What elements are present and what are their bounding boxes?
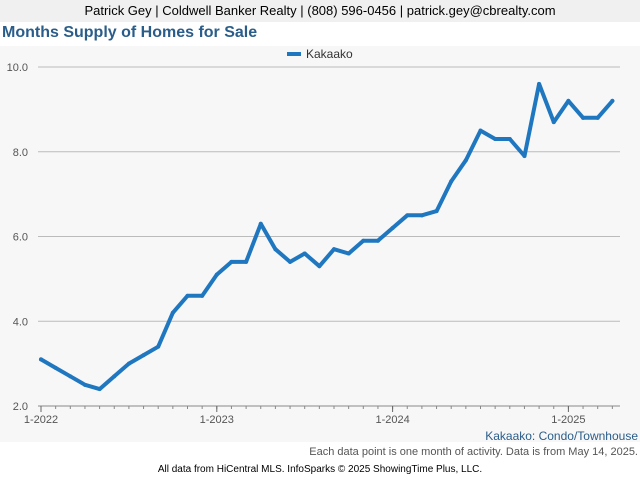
- chart-title: Months Supply of Homes for Sale: [2, 24, 258, 41]
- data-point: [551, 120, 556, 125]
- legend-label: Kakaako: [306, 47, 353, 61]
- data-point: [244, 259, 249, 264]
- data-point: [581, 115, 586, 120]
- data-point: [419, 213, 424, 218]
- source-credit: All data from HiCentral MLS. InfoSparks …: [157, 464, 483, 475]
- data-point: [273, 247, 278, 252]
- x-tick-label: 1-2025: [551, 414, 585, 426]
- x-axis: 1-2022 1-2023 1-2024 1-2025: [24, 405, 620, 426]
- data-point: [346, 251, 351, 256]
- y-tick-label: 4.0: [13, 316, 28, 328]
- data-point: [493, 137, 498, 142]
- data-point: [170, 310, 175, 315]
- data-point: [537, 81, 542, 86]
- contact-info: Patrick Gey | Coldwell Banker Realty | (…: [84, 3, 556, 18]
- x-tick-label: 1-2023: [200, 414, 234, 426]
- data-point: [478, 128, 483, 133]
- data-point: [375, 238, 380, 243]
- data-point: [507, 137, 512, 142]
- data-point: [82, 382, 87, 387]
- data-point: [405, 213, 410, 218]
- series-caption: Kakaako: Condo/Townhouse: [485, 429, 638, 443]
- data-point: [200, 293, 205, 298]
- data-point: [141, 353, 146, 358]
- data-point: [463, 158, 468, 163]
- data-point: [610, 98, 615, 103]
- data-point: [302, 251, 307, 256]
- data-point: [361, 238, 366, 243]
- data-point: [97, 387, 102, 392]
- y-tick-label: 2.0: [13, 401, 28, 413]
- series-layer: [39, 81, 615, 392]
- data-point: [258, 221, 263, 226]
- data-point: [126, 361, 131, 366]
- data-point: [595, 115, 600, 120]
- data-point: [185, 293, 190, 298]
- x-tick-label: 1-2022: [24, 414, 58, 426]
- y-axis: 2.0 4.0 6.0 8.0 10.0: [7, 62, 28, 413]
- data-note: Each data point is one month of activity…: [309, 446, 638, 458]
- data-point: [68, 374, 73, 379]
- data-point: [229, 259, 234, 264]
- y-tick-label: 6.0: [13, 232, 28, 244]
- data-point: [288, 259, 293, 264]
- y-tick-label: 10.0: [7, 62, 28, 74]
- data-point: [39, 357, 43, 362]
- data-point: [566, 98, 571, 103]
- y-tick-label: 8.0: [13, 147, 28, 159]
- data-point: [156, 344, 161, 349]
- data-point: [522, 153, 527, 158]
- data-point: [332, 247, 336, 252]
- contact-header: Patrick Gey | Coldwell Banker Realty | (…: [0, 0, 640, 22]
- x-tick-label: 1-2024: [375, 414, 409, 426]
- data-point: [434, 209, 439, 214]
- series-line-kakaako: [39, 81, 615, 392]
- data-point: [390, 226, 395, 231]
- data-point: [317, 264, 322, 269]
- data-point: [112, 374, 117, 379]
- data-point: [214, 272, 219, 277]
- legend-swatch: [287, 52, 301, 56]
- legend: Kakaako: [287, 47, 353, 61]
- data-point: [449, 179, 454, 184]
- data-point: [53, 365, 58, 370]
